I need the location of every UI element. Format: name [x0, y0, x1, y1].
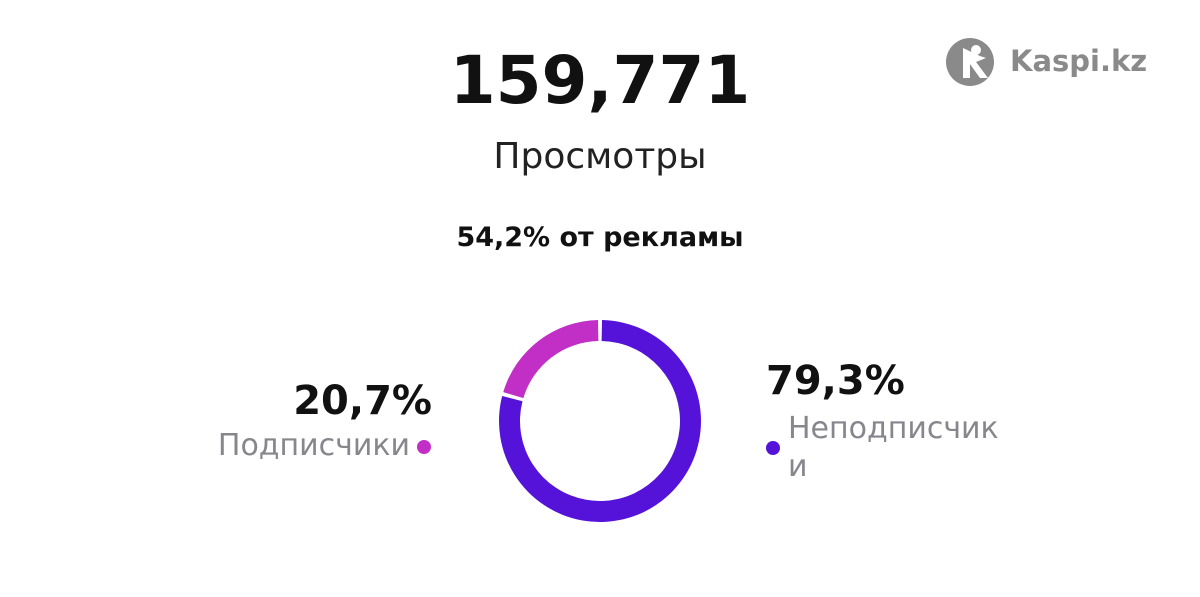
donut-chart: [498, 320, 701, 522]
brand-logo: [946, 38, 994, 86]
value-label: 20,7%: [293, 378, 432, 424]
legend-dot: [766, 441, 780, 455]
brand-name: Kaspi.kz: [1010, 44, 1148, 78]
views-count: 159,771: [449, 42, 751, 119]
donut-segment: [503, 320, 599, 399]
views-label: Просмотры: [493, 136, 707, 177]
value-label: 79,3%: [766, 358, 905, 404]
legend-dot: [417, 440, 431, 454]
legend-label: Неподписчики: [788, 411, 999, 484]
legend-label: Подписчики: [217, 428, 410, 463]
ad-share: 54,2% от рекламы: [456, 222, 744, 253]
